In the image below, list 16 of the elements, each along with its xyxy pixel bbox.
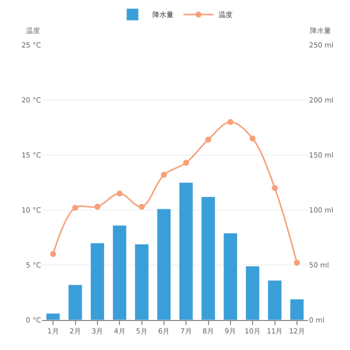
point [205,136,212,143]
point [116,190,123,196]
point [94,204,100,210]
point [294,260,300,266]
bar [46,313,60,320]
point [272,185,278,191]
point [138,204,145,210]
point [72,204,78,211]
point [227,119,234,125]
point [250,136,256,142]
point [50,251,56,257]
bar [268,280,282,320]
bar [68,284,82,320]
bar [290,298,304,320]
point [183,160,190,166]
point [160,172,167,178]
